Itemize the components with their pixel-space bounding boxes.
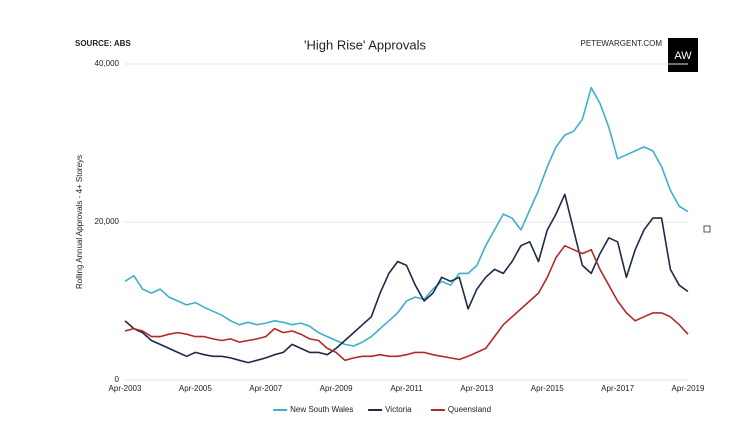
y-tick-label: 40,000: [95, 59, 120, 68]
x-tick-label: Apr-2011: [390, 384, 423, 393]
logo-box: [668, 38, 698, 72]
legend-label: Victoria: [385, 405, 412, 414]
x-tick-label: Apr-2015: [531, 384, 564, 393]
logo: AW: [674, 50, 692, 62]
series-line: [124, 86, 689, 347]
series-line: [124, 193, 689, 364]
y-tick-label: 0: [115, 375, 120, 384]
legend-label: New South Wales: [290, 405, 353, 414]
series-line: [124, 244, 689, 362]
x-tick-label: Apr-2003: [109, 384, 142, 393]
legend-label: Queensland: [448, 405, 491, 414]
x-tick-label: Apr-2017: [601, 384, 634, 393]
x-tick-label: Apr-2007: [249, 384, 282, 393]
x-tick-label: Apr-2019: [672, 384, 705, 393]
x-tick-label: Apr-2013: [460, 384, 493, 393]
y-axis-label: Rolling Annual Approvals - 4+ Storeys: [75, 155, 84, 289]
x-tick-label: Apr-2009: [320, 384, 353, 393]
brand: PETEWARGENT.COM: [581, 39, 663, 48]
marker-square: [703, 225, 711, 233]
y-tick-label: 20,000: [95, 217, 120, 226]
source: SOURCE: ABS: [75, 39, 131, 48]
x-tick-label: Apr-2005: [179, 384, 212, 393]
chart-title: 'High Rise' Approvals: [304, 37, 427, 52]
